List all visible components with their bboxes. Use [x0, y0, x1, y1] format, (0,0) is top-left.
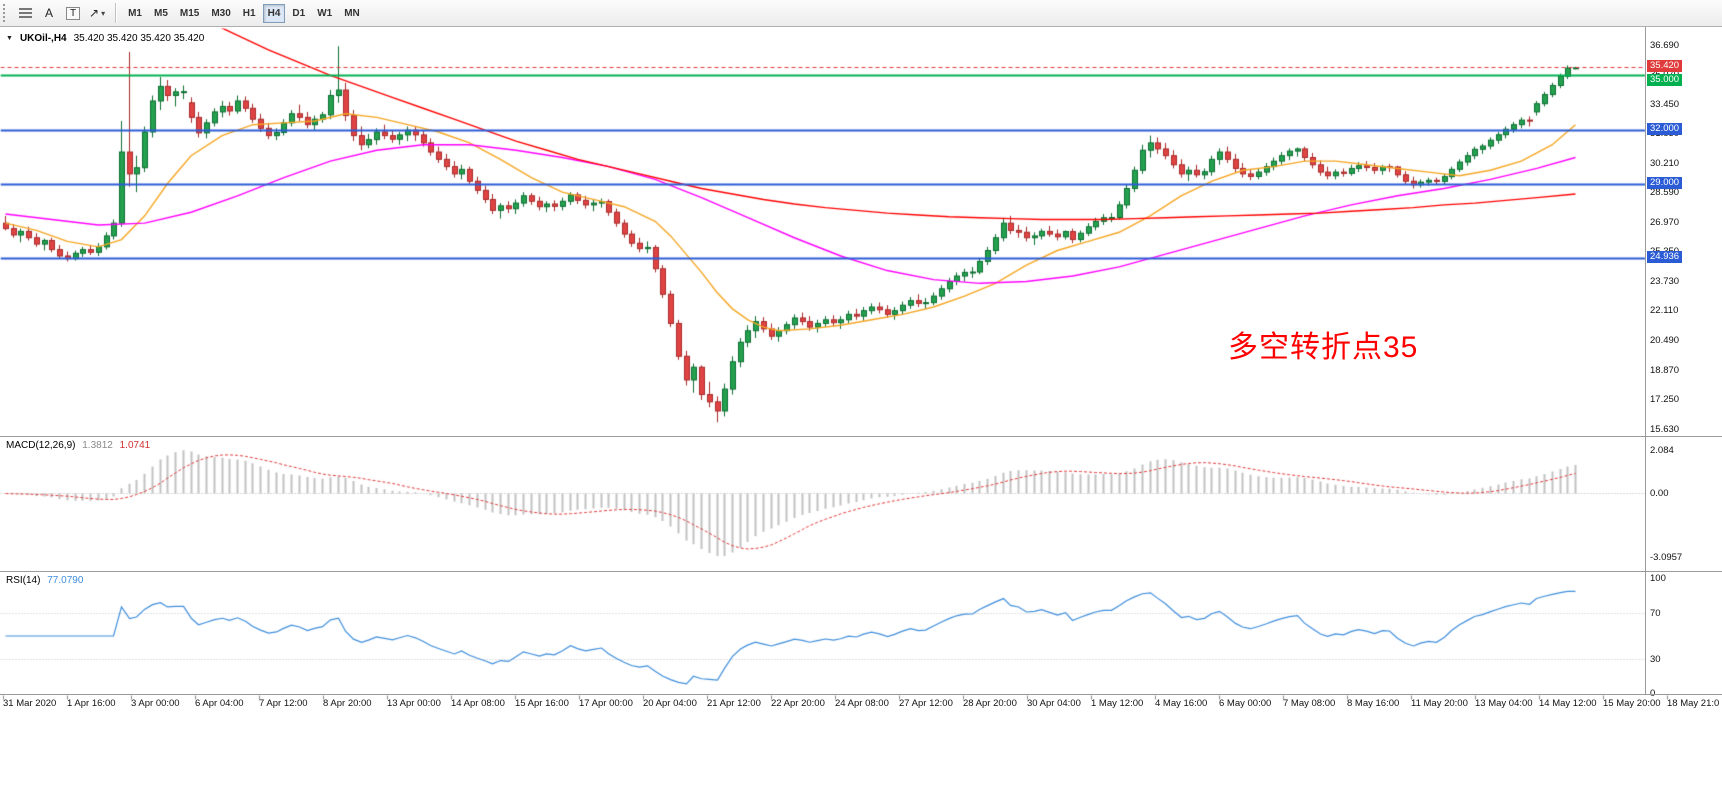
time-axis-label: 6 May 00:00 [1219, 698, 1272, 709]
rsi-label: RSI(14) 77.0790 [6, 575, 87, 586]
timeframe-button-m1[interactable]: M1 [128, 7, 142, 19]
macd-axis-label: -3.0957 [1650, 551, 1683, 563]
arrow-icon: ↗ [89, 6, 100, 20]
time-axis-label: 30 Apr 04:00 [1027, 698, 1081, 709]
toolbar-grip[interactable] [3, 4, 8, 22]
time-axis-label: 1 May 12:00 [1091, 698, 1144, 709]
time-axis-label: 3 Apr 00:00 [131, 698, 180, 709]
price-marker-29-000: 29.000 [1647, 177, 1683, 190]
macd-axis-label: 2.084 [1650, 445, 1674, 457]
price-axis-label: 26.970 [1650, 216, 1680, 228]
price-axis-label: 17.250 [1650, 394, 1680, 406]
time-axis-label: 22 Apr 20:00 [771, 698, 825, 709]
timeframe-button-mn[interactable]: MN [344, 7, 360, 19]
time-axis-label: 13 Apr 00:00 [387, 698, 441, 709]
timeframe-button-h4[interactable]: H4 [262, 3, 286, 23]
toolbar-separator [115, 3, 117, 23]
rsi-value: 77.0790 [47, 575, 84, 586]
time-axis-label: 31 Mar 2020 [3, 698, 57, 709]
rsi-axis-label: 30 [1650, 653, 1661, 665]
timeframe-button-m5[interactable]: M5 [153, 7, 168, 19]
macd-signal-value: 1.0741 [119, 440, 151, 451]
timeframe-button-h1[interactable]: H1 [242, 7, 256, 19]
rsi-axis-label: 0 [1650, 688, 1655, 699]
price-marker-35-000: 35.000 [1647, 74, 1683, 87]
time-axis-label: 7 Apr 12:00 [259, 698, 308, 709]
time-axis-label: 15 Apr 16:00 [515, 698, 569, 709]
time-axis-label: 1 Apr 16:00 [67, 698, 116, 709]
price-axis-label: 30.210 [1650, 157, 1680, 169]
pane-divider-macd[interactable] [0, 436, 1722, 437]
macd-name: MACD(12,26,9) [6, 440, 76, 451]
time-axis-label: 8 Apr 20:00 [323, 698, 372, 709]
charts-menu-icon [18, 7, 32, 19]
macd-label: MACD(12,26,9) 1.3812 1.0741 [6, 440, 154, 451]
price-axis-separator [1645, 27, 1646, 695]
price-marker-35-420: 35.420 [1647, 60, 1683, 73]
price-axis-label: 15.630 [1650, 423, 1680, 435]
rsi-name: RSI(14) [6, 575, 41, 586]
text-box-icon: T [65, 6, 81, 20]
time-axis-label: 14 Apr 08:00 [451, 698, 505, 709]
time-axis-label: 21 Apr 12:00 [707, 698, 761, 709]
rsi-axis-label: 70 [1650, 607, 1661, 619]
time-axis-label: 4 May 16:00 [1155, 698, 1208, 709]
chevron-down-icon: ▾ [101, 8, 106, 18]
price-marker-24-936: 24.936 [1647, 251, 1683, 264]
time-axis-label: 17 Apr 00:00 [579, 698, 633, 709]
charts-menu-button[interactable] [14, 3, 36, 23]
time-axis-label: 11 May 20:00 [1411, 698, 1468, 709]
timeframe-button-d1[interactable]: D1 [292, 7, 306, 19]
price-axis[interactable]: 36.69035.07033.45031.83030.21028.59026.9… [1646, 28, 1722, 699]
chart-annotation-text[interactable]: 多空转折点35 [1228, 331, 1419, 364]
text-box-tool-button[interactable]: T [62, 3, 84, 23]
chart-symbol-period: UKOil-,H4 [19, 33, 67, 44]
text-label-tool-button[interactable]: A [44, 6, 53, 20]
time-axis-label: 14 May 12:00 [1539, 698, 1597, 709]
time-axis-label: 13 May 04:00 [1475, 698, 1533, 709]
macd-main-value: 1.3812 [82, 440, 113, 451]
timeframe-buttons: M1 M5 M15 M30 H1 H4 D1 W1 MN [122, 3, 366, 23]
time-axis-label: 7 May 08:00 [1283, 698, 1336, 709]
rsi-axis-label: 100 [1650, 573, 1666, 584]
price-axis-label: 23.730 [1650, 275, 1680, 287]
pane-divider-rsi[interactable] [0, 571, 1722, 572]
arrows-tool-button[interactable]: ↗ ▾ [86, 3, 108, 23]
price-axis-label: 36.690 [1650, 39, 1680, 51]
price-marker-32-000: 32.000 [1647, 122, 1683, 135]
time-axis-label: 20 Apr 04:00 [643, 698, 697, 709]
macd-axis-label: 0.00 [1650, 488, 1669, 499]
price-axis-label: 22.110 [1650, 305, 1679, 317]
price-axis-label: 20.490 [1650, 335, 1680, 347]
time-axis-label: 24 Apr 08:00 [835, 698, 889, 709]
time-axis-label: 8 May 16:00 [1347, 698, 1400, 709]
chart-ohlc-quotes: 35.420 35.420 35.420 35.420 [73, 33, 205, 44]
timeframe-button-m30[interactable]: M30 [211, 7, 231, 19]
chart-header: ▼ UKOil-,H4 35.420 35.420 35.420 35.420 [6, 33, 204, 44]
price-axis-label: 28.590 [1650, 187, 1680, 199]
time-axis-label: 18 May 21:0 [1667, 698, 1720, 709]
time-axis-label: 15 May 20:00 [1603, 698, 1661, 709]
time-axis-label: 6 Apr 04:00 [195, 698, 244, 709]
timeframe-button-w1[interactable]: W1 [317, 7, 333, 19]
time-axis-label: 28 Apr 20:00 [963, 698, 1017, 709]
timeframe-button-m15[interactable]: M15 [179, 7, 200, 19]
pane-divider-timeaxis [0, 694, 1722, 695]
price-axis-label: 33.450 [1650, 98, 1680, 110]
toolbar: A T ↗ ▾ M1 M5 M15 M30 H1 H4 D1 W1 MN [0, 0, 1722, 27]
time-axis-label: 27 Apr 12:00 [899, 698, 953, 709]
time-axis[interactable]: 31 Mar 2020 1 Apr 16:00 3 Apr 00:00 6 Apr 0… [0, 695, 1722, 715]
price-axis-label: 18.870 [1650, 364, 1680, 376]
chart-menu-caret-icon[interactable]: ▼ [6, 35, 13, 42]
